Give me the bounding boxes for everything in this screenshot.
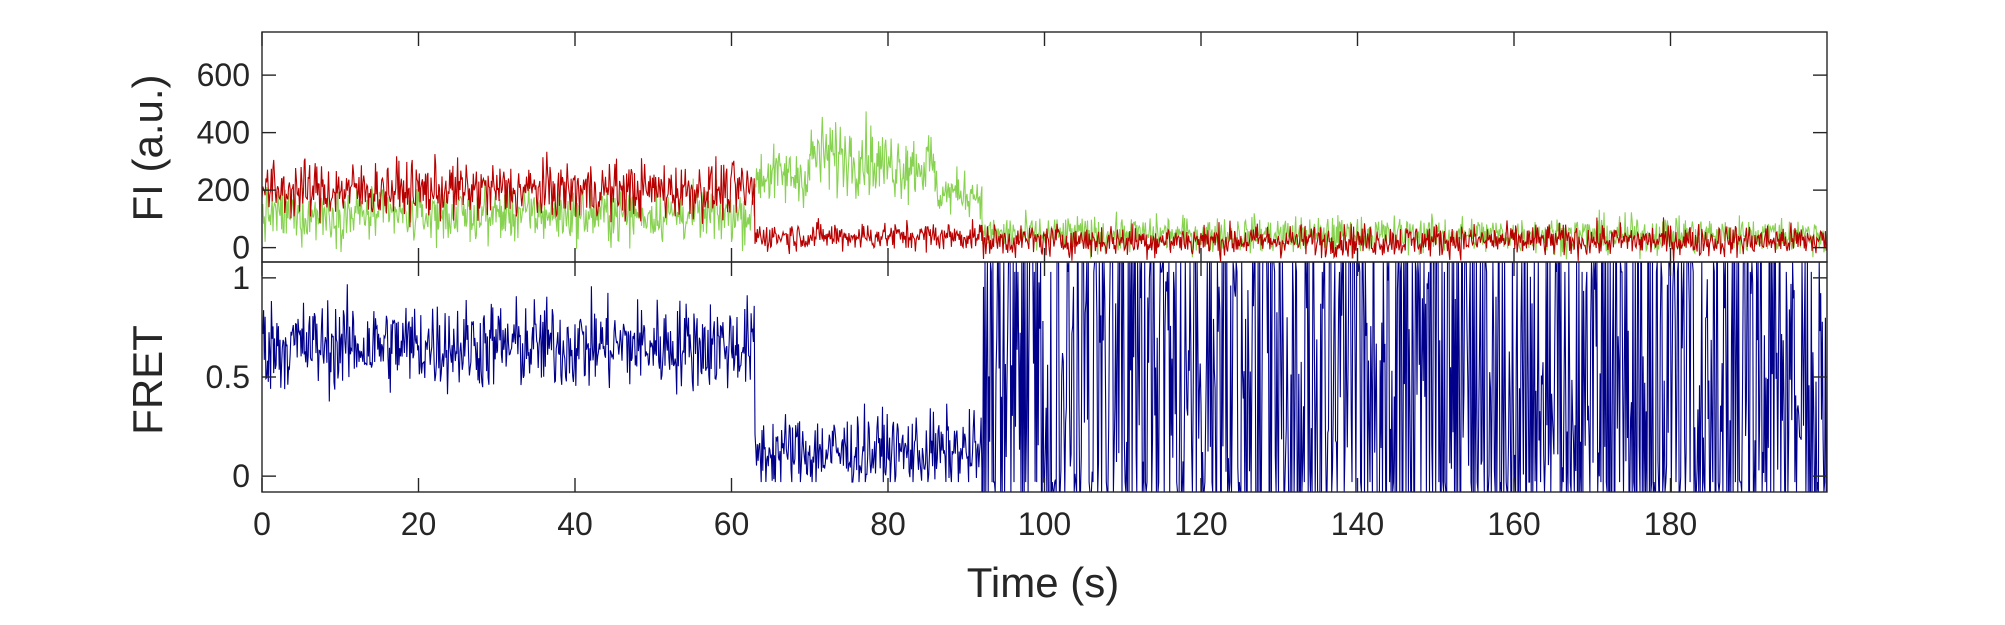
fret-traces [262, 262, 1827, 492]
y-tick-label: 1 [232, 260, 250, 296]
x-tick-label: 160 [1487, 506, 1540, 542]
y-tick-label: 0.5 [206, 359, 250, 395]
intensity-axes-frame [261, 31, 1828, 263]
y-tick-label: 400 [197, 115, 250, 151]
x-tick-label: 100 [1018, 506, 1071, 542]
x-tick-label: 140 [1331, 506, 1384, 542]
x-axis-title: Time (s) [967, 559, 1119, 606]
y-tick-label: 0 [232, 458, 250, 494]
x-tick-label: 120 [1174, 506, 1227, 542]
x-tick-label: 20 [401, 506, 437, 542]
intensity-panel: 0 200 400 600 [197, 31, 1828, 266]
intensity-traces [262, 111, 1827, 262]
fret-series-line-1 [262, 262, 1827, 492]
y-tick-label: 0 [232, 230, 250, 266]
intensity-series-line-2 [262, 151, 1827, 262]
y-tick-label: 200 [197, 172, 250, 208]
fret-panel: 0 0.5 1 0 20 40 60 80 100 120 140 160 180 [206, 260, 1828, 542]
x-tick-label: 180 [1644, 506, 1697, 542]
x-tick-label: 80 [870, 506, 906, 542]
y-axis-title-fret: FRET [124, 325, 171, 435]
y-axis-title-intensity: FI (a.u.) [124, 74, 171, 221]
x-tick-label: 60 [714, 506, 750, 542]
x-tick-label: 0 [253, 506, 271, 542]
x-tick-label: 40 [557, 506, 593, 542]
y-tick-label: 600 [197, 57, 250, 93]
